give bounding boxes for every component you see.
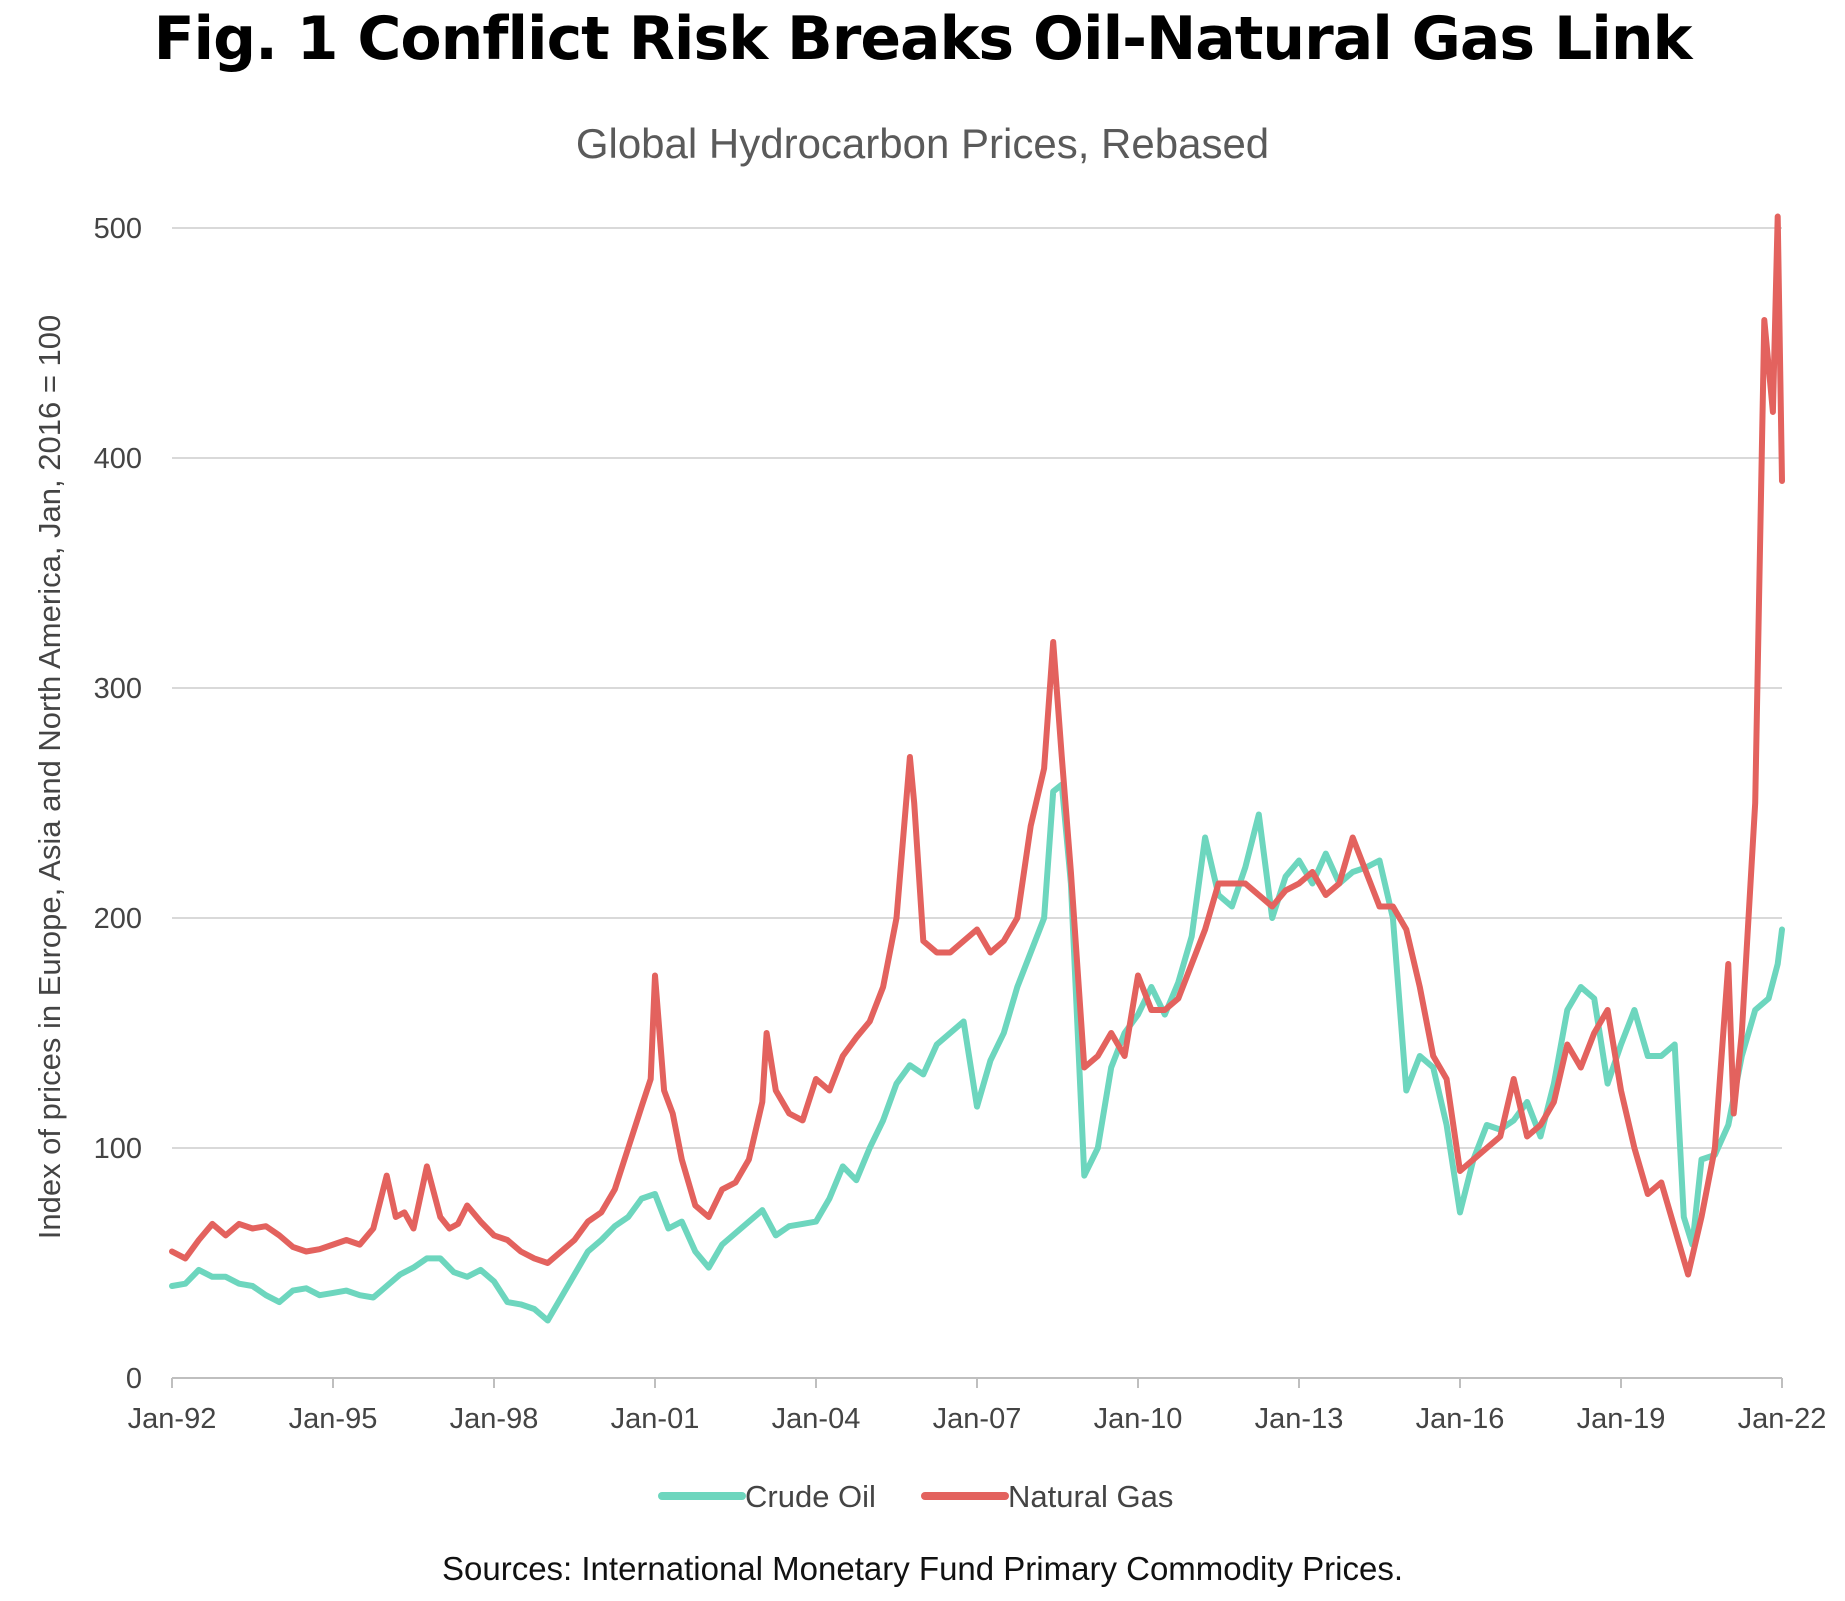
y-axis-title: Index of prices in Europe, Asia and Nort… <box>32 315 67 1240</box>
x-tick-label: Jan-98 <box>450 1403 539 1435</box>
x-tick-label: Jan-92 <box>128 1403 217 1435</box>
chart-title: Fig. 1 Conflict Risk Breaks Oil-Natural … <box>153 4 1693 74</box>
y-tick-label: 300 <box>94 673 142 705</box>
axes: 0 100 200 300 400 500 Jan-92 Jan-95 Jan-98 Jan-01… <box>94 213 1827 1435</box>
y-tick-label: 100 <box>94 1133 142 1165</box>
y-tick-label: 400 <box>94 443 142 475</box>
x-tick-label: Jan-07 <box>933 1403 1022 1435</box>
sources-note: Sources: International Monetary Fund Pri… <box>441 1550 1404 1587</box>
series-line-crude-oil <box>169 781 1785 1324</box>
x-tick-label: Jan-16 <box>1416 1403 1505 1435</box>
y-tick-label: 0 <box>126 1363 142 1395</box>
series-line-natural-gas <box>169 213 1785 1278</box>
x-tick-label: Jan-10 <box>1094 1403 1183 1435</box>
x-tick-label: Jan-01 <box>611 1403 700 1435</box>
chart-subtitle: Global Hydrocarbon Prices, Rebased <box>575 120 1270 167</box>
series-lines <box>169 213 1785 1324</box>
legend-label-crude-oil: Crude Oil <box>745 1479 876 1514</box>
legend: Crude Oil Natural Gas <box>658 1479 1173 1514</box>
x-tick-label: Jan-22 <box>1738 1403 1827 1435</box>
x-tick-label: Jan-04 <box>772 1403 861 1435</box>
gridlines <box>172 227 1782 1149</box>
y-tick-label: 500 <box>94 213 142 245</box>
line-chart: 0 100 200 300 400 500 Jan-92 Jan-95 Jan-98 Jan-01… <box>32 213 1827 1514</box>
x-tick-label: Jan-19 <box>1577 1403 1666 1435</box>
legend-label-natural-gas: Natural Gas <box>1008 1479 1173 1514</box>
y-tick-label: 200 <box>94 903 142 935</box>
x-tick-label: Jan-13 <box>1255 1403 1344 1435</box>
x-tick-label: Jan-95 <box>289 1403 378 1435</box>
